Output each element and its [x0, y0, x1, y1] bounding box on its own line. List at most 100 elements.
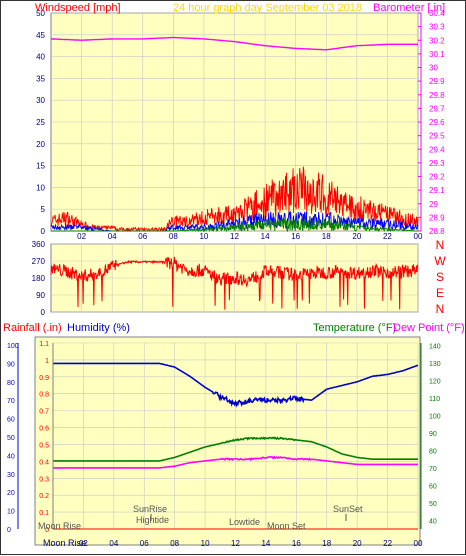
sunset-label: SunSet: [333, 504, 363, 514]
rainfall-axis-label: Rainfall (.in): [3, 322, 62, 334]
hour-tick-label: 04: [109, 539, 118, 548]
temperature-tick-label: 140: [429, 344, 441, 351]
hour-tick-label: 08: [170, 539, 179, 548]
barometer-tick-label: 29.6: [429, 118, 445, 127]
moonrise-bottom-label: Moon Rise: [43, 538, 86, 548]
wind-direction-series: [50, 256, 419, 310]
humidity-tick-label: 40: [7, 453, 15, 460]
barometer-tick-label: 29.4: [429, 145, 445, 154]
windspeed-tick-label: 10: [36, 183, 45, 192]
humidity-tick-label: 10: [7, 509, 15, 516]
windspeed-tick-label: 20: [36, 140, 45, 149]
hightide-label: Hightide: [136, 515, 169, 525]
hour-tick-label: 16: [291, 232, 300, 241]
humidity-tick-label: 0: [7, 527, 11, 534]
barometer-tick-label: 29.2: [429, 173, 445, 182]
humidity-tick-label: 20: [7, 490, 15, 497]
temperature-tick-label: 90: [429, 431, 437, 438]
windspeed-tick-label: 50: [36, 9, 45, 18]
barometer-tick-label: 29.7: [429, 104, 445, 113]
dewpoint-series: [53, 455, 418, 469]
windspeed-tick-label: 45: [36, 31, 45, 40]
barometer-tick-label: 30.4: [429, 9, 445, 18]
rainfall-tick-label: 0.6: [39, 426, 49, 433]
wind-gust-series: [50, 166, 419, 233]
compass-letter: W: [434, 254, 446, 268]
rainfall-tick-label: 0.7: [39, 409, 49, 416]
hour-tick-label: 10: [201, 539, 210, 548]
wind-low-series: [51, 218, 418, 233]
humidity-tick-label: 80: [7, 380, 15, 387]
hour-tick-label: 16: [292, 539, 301, 548]
hour-tick-label: 18: [322, 232, 331, 241]
rainfall-tick-label: 1: [45, 358, 49, 365]
temperature-tick-label: 70: [429, 466, 437, 473]
sunrise-label: SunRise: [133, 504, 167, 514]
barometer-tick-label: 30.2: [429, 36, 445, 45]
windspeed-tick-label: 15: [36, 162, 45, 171]
moonset-label: Moon Set: [267, 521, 306, 531]
hour-tick-label: 14: [261, 232, 270, 241]
hour-tick-label: 22: [383, 232, 392, 241]
direction-tick-label: 270: [32, 257, 46, 266]
barometer-tick-label: 29.9: [429, 77, 445, 86]
temperature-axis-label: Temperature (°F): [313, 322, 396, 334]
windspeed-tick-label: 35: [36, 74, 45, 83]
hour-tick-label: 08: [169, 232, 178, 241]
rainfall-tick-label: 0.1: [39, 510, 49, 517]
barometer-tick-label: 29: [429, 200, 438, 209]
compass-letter: E: [436, 286, 444, 300]
barometer-series: [50, 36, 418, 51]
direction-tick-label: 360: [32, 240, 46, 249]
humidity-series: [53, 362, 419, 408]
barometer-tick-label: 28.8: [429, 227, 445, 236]
humidity-tick-label: 100: [7, 343, 19, 350]
rainfall-tick-label: 0.9: [39, 375, 49, 382]
humidity-axis-label: Humidity (%): [67, 322, 130, 334]
temperature-tick-label: 40: [429, 518, 437, 525]
lowtide-label: Lowtide: [229, 517, 260, 527]
humidity-tick-label: 50: [7, 435, 15, 442]
hour-tick-label: 22: [383, 539, 392, 548]
direction-tick-label: 180: [32, 274, 46, 283]
compass-letter: N: [436, 238, 445, 252]
humidity-tick-label: 70: [7, 398, 15, 405]
temperature-tick-label: 130: [429, 361, 441, 368]
barometer-tick-label: 28.9: [429, 213, 445, 222]
windspeed-tick-label: 30: [36, 96, 45, 105]
rainfall-tick-label: 0.3: [39, 476, 49, 483]
temperature-tick-label: 60: [429, 483, 437, 490]
humidity-tick-label: 90: [7, 361, 15, 368]
temperature-tick-label: 110: [429, 396, 440, 403]
temperature-tick-label: 50: [429, 501, 437, 508]
compass-letter: N: [436, 302, 445, 316]
windspeed-tick-label: 40: [36, 53, 45, 62]
barometer-tick-label: 30.1: [429, 50, 445, 59]
hour-tick-label: 18: [322, 539, 331, 548]
hour-tick-label: 06: [138, 232, 147, 241]
windspeed-tick-label: 5: [41, 205, 46, 214]
barometer-tick-label: 29.3: [429, 159, 445, 168]
hour-tick-label: 02: [77, 232, 86, 241]
hour-tick-label: 12: [230, 232, 239, 241]
hour-tick-label: 00: [414, 232, 423, 241]
dewpoint-axis-label: Dew Point (°F): [393, 322, 465, 334]
temperature-tick-label: 80: [429, 448, 437, 455]
windspeed-tick-label: 0: [41, 227, 46, 236]
hour-tick-label: 14: [261, 539, 270, 548]
barometer-tick-label: 29.8: [429, 91, 445, 100]
moonrise-top-label: Moon Rise: [38, 521, 81, 531]
temperature-tick-label: 100: [429, 414, 441, 421]
rainfall-tick-label: 0: [45, 527, 49, 534]
chart-title: 24 hour graph day September 03 2018: [173, 2, 362, 14]
temperature-tick-label: 120: [429, 379, 441, 386]
direction-tick-label: 90: [36, 291, 45, 300]
rainfall-tick-label: 0.5: [39, 442, 49, 449]
barometer-axis-label: Barometer [.in]: [373, 2, 445, 14]
hour-tick-label: 04: [108, 232, 117, 241]
rainfall-tick-label: 0.8: [39, 392, 49, 399]
barometer-tick-label: 30: [429, 64, 438, 73]
